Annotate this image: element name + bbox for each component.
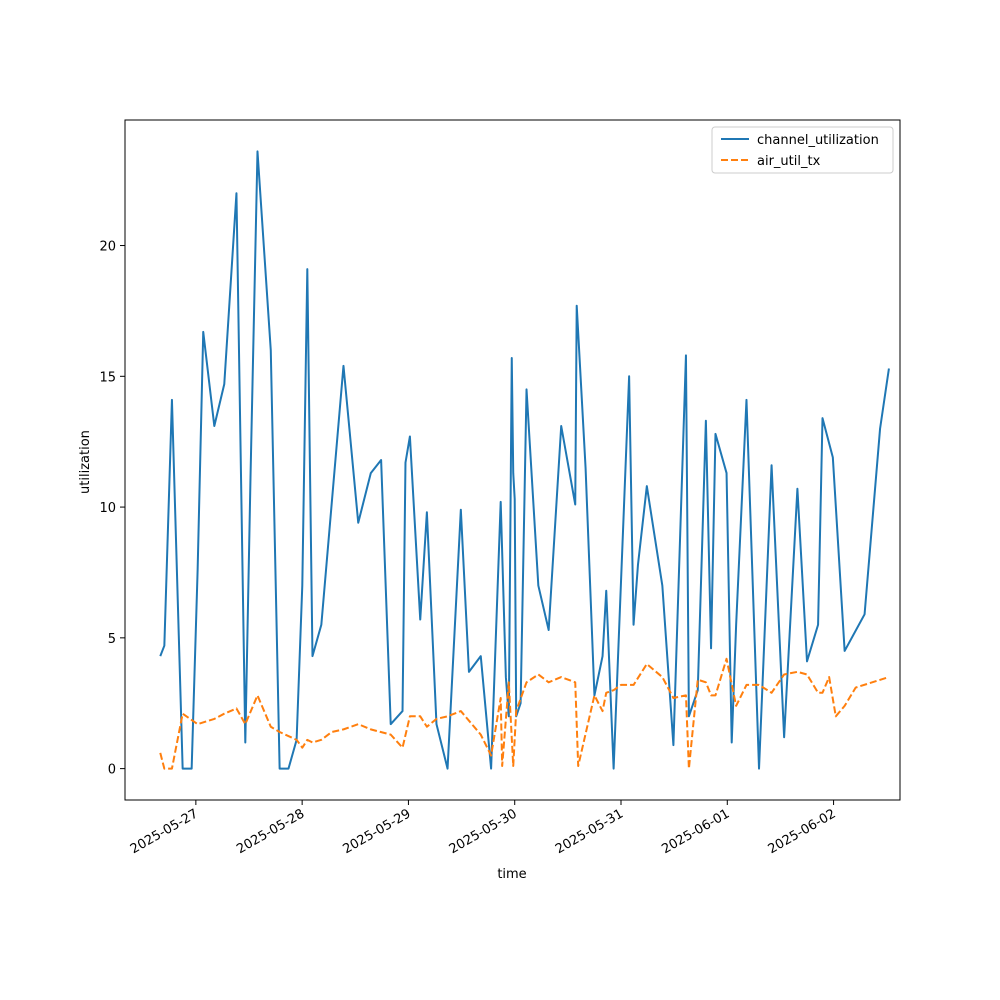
series-line-channel-utilization (159, 150, 890, 770)
y-tick-label: 10 (99, 501, 116, 516)
legend-label-air-util-tx: air_util_tx (757, 154, 821, 169)
y-axis: 0 5 10 15 20 (99, 240, 125, 778)
series-line-air-util-tx (159, 657, 890, 770)
y-axis-title: utilization (78, 430, 93, 494)
legend-label-channel-utilization: channel_utilization (757, 133, 879, 148)
y-tick-label: 15 (99, 370, 116, 385)
x-axis-title: time (497, 867, 526, 882)
y-tick-label: 20 (99, 240, 116, 255)
legend: channel_utilization air_util_tx (711, 126, 894, 174)
legend-box (711, 126, 894, 174)
y-tick-label: 5 (108, 632, 116, 647)
y-tick-label: 0 (108, 763, 116, 778)
plot-frame (124, 119, 901, 801)
series-layer (159, 150, 890, 770)
